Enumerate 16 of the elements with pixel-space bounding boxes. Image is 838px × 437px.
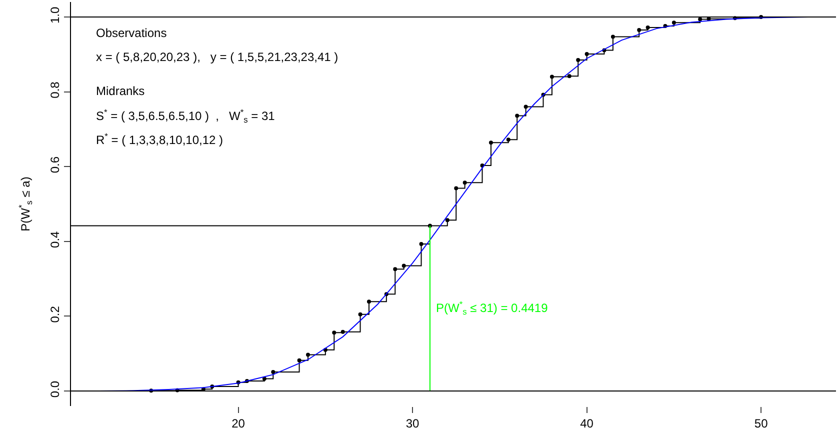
y-tick-label: 0.8 <box>48 81 62 98</box>
x-tick-label: 50 <box>754 416 768 430</box>
annotation: S$^{*}$ = ( 3,5,6.5,6.5,10 ) , W$^{*}$$_{s}$ = 31 <box>96 107 276 125</box>
y-tick-label: 0.2 <box>48 306 62 323</box>
y-tick-label: 1.0 <box>48 6 62 24</box>
y-tick-label: 0.0 <box>48 380 62 398</box>
series-label: P(W$^{*}$$_{s}$ ≤ 31) = 0.4419 <box>436 299 548 317</box>
annotation: x = ( 5,8,20,20,23 ), y = ( 1,5,5,21,23,23,41 ) <box>96 50 338 64</box>
x-tick-label: 30 <box>406 416 420 430</box>
x-tick-label: 40 <box>580 416 594 430</box>
annotation: Midranks <box>96 84 145 98</box>
annotation: Observations <box>96 26 167 40</box>
y-tick-label: 0.4 <box>48 230 62 248</box>
annotation: R$^{*}$ = ( 1,3,3,8,10,10,12 ) <box>96 131 224 148</box>
x-tick-label: 20 <box>232 416 246 430</box>
y-tick-label: 0.6 <box>48 156 62 174</box>
